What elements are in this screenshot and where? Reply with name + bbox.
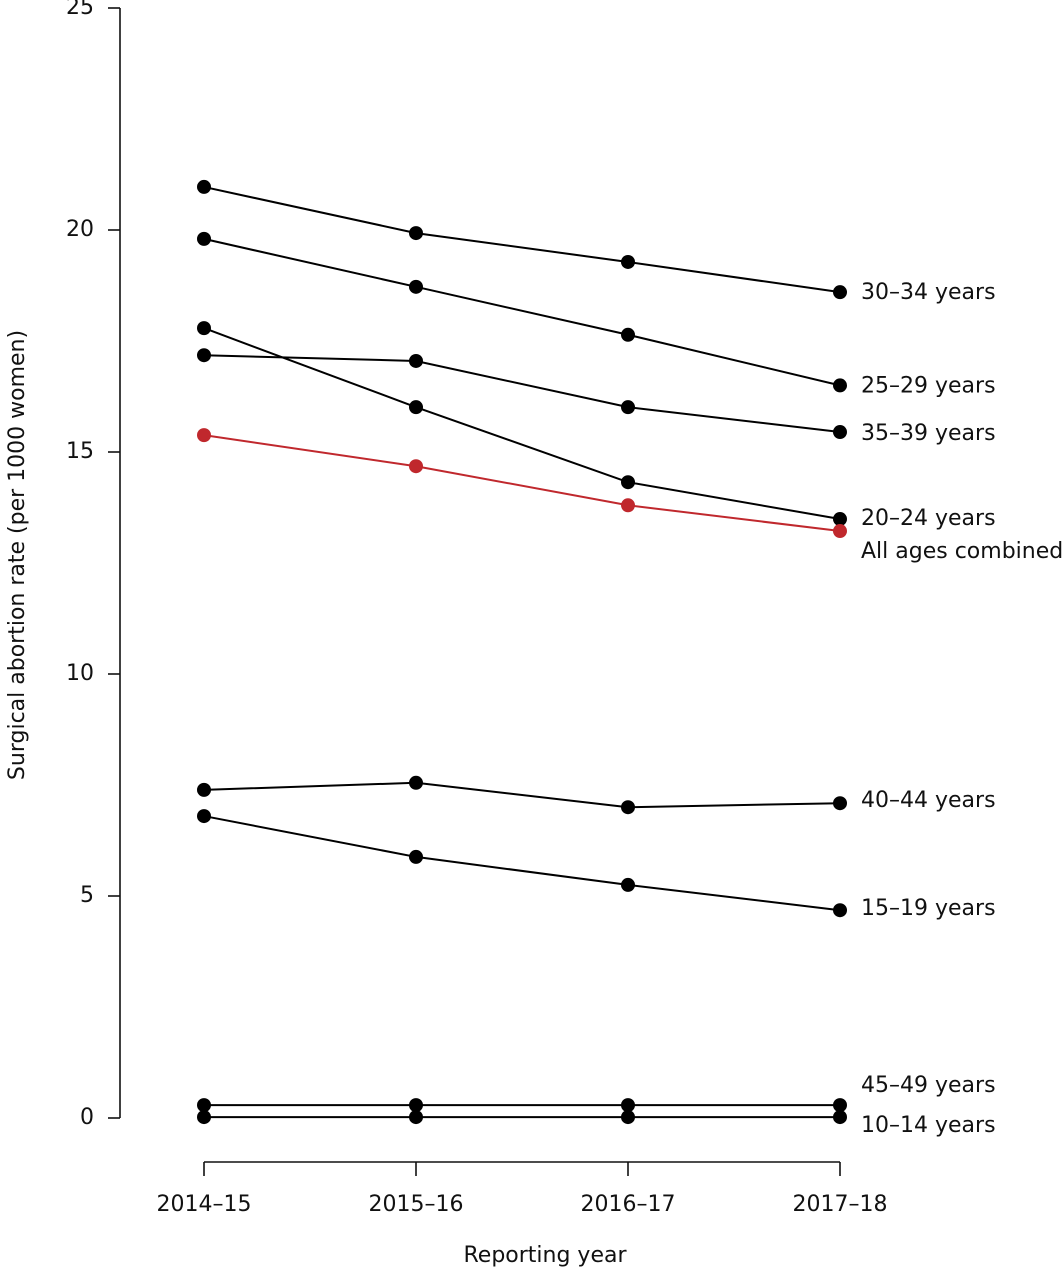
series-line xyxy=(203,781,841,809)
point xyxy=(621,877,635,892)
point xyxy=(197,1098,211,1113)
series-line xyxy=(203,434,841,533)
series-label: 10–14 years xyxy=(861,1113,996,1138)
point xyxy=(833,1110,847,1125)
point xyxy=(621,1110,635,1125)
point xyxy=(833,903,847,918)
series-line xyxy=(203,237,841,387)
point xyxy=(621,1098,635,1113)
point xyxy=(409,400,423,415)
point xyxy=(409,775,423,790)
point xyxy=(409,1098,423,1113)
x-axis-label: Reporting year xyxy=(463,1243,627,1268)
point xyxy=(409,1110,423,1125)
series-label: 20–24 years xyxy=(861,506,996,531)
x-tick-label: 2014–15 xyxy=(157,1192,252,1217)
series-line xyxy=(203,185,841,294)
point xyxy=(197,1110,211,1125)
y-axis-label: Surgical abortion rate (per 1000 women) xyxy=(5,330,30,780)
point xyxy=(197,321,211,336)
series-line xyxy=(203,327,841,521)
point xyxy=(197,428,211,443)
y-tick-label: 5 xyxy=(80,883,94,908)
series-label: 25–29 years xyxy=(861,373,996,398)
y-tick-label: 20 xyxy=(66,217,94,242)
x-tick-label: 2016–17 xyxy=(581,1192,676,1217)
y-tick-label: 10 xyxy=(66,661,94,686)
point xyxy=(833,1098,847,1113)
point xyxy=(409,353,423,368)
x-tick-label: 2015–16 xyxy=(369,1192,464,1217)
series-label: 45–49 years xyxy=(861,1073,996,1098)
point xyxy=(409,459,423,474)
point xyxy=(833,285,847,300)
series-label: All ages combined xyxy=(861,539,1063,564)
point xyxy=(197,782,211,797)
point xyxy=(409,279,423,294)
point xyxy=(621,327,635,342)
point xyxy=(621,475,635,490)
point xyxy=(409,226,423,241)
point xyxy=(197,231,211,246)
point xyxy=(833,378,847,393)
series-label: 40–44 years xyxy=(861,788,996,813)
point xyxy=(621,254,635,269)
point xyxy=(833,512,847,527)
point xyxy=(833,796,847,811)
series-label: 30–34 years xyxy=(861,280,996,305)
point xyxy=(197,348,211,363)
point xyxy=(409,849,423,864)
point xyxy=(197,179,211,194)
y-tick-label: 25 xyxy=(66,0,94,20)
series-label: 35–39 years xyxy=(861,421,996,446)
x-tick-label: 2017–18 xyxy=(793,1192,888,1217)
point xyxy=(197,809,211,824)
series-line xyxy=(203,815,841,912)
point xyxy=(833,425,847,440)
point xyxy=(621,400,635,415)
y-tick-label: 15 xyxy=(66,439,94,464)
point xyxy=(621,498,635,513)
point xyxy=(621,800,635,815)
series-label: 15–19 years xyxy=(861,896,996,921)
y-tick-label: 0 xyxy=(80,1105,94,1130)
point xyxy=(833,524,847,539)
series-line xyxy=(203,354,841,434)
